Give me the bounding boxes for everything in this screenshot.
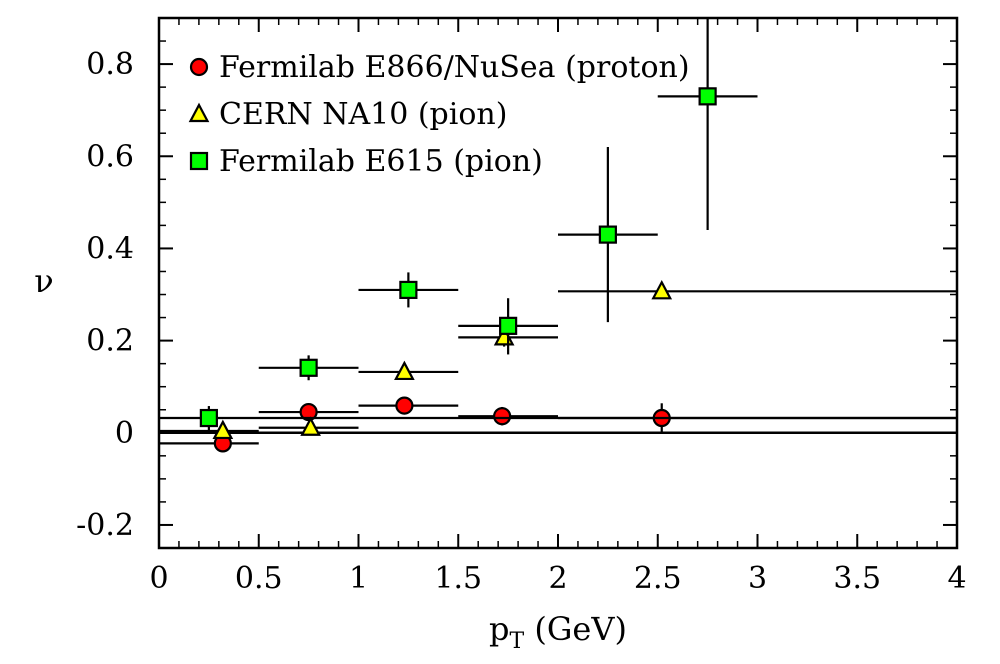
- data-point-circle: [493, 407, 512, 426]
- legend-marker-circle: [189, 57, 209, 77]
- legend-label: Fermilab E615 (pion): [219, 144, 543, 179]
- data-point-square: [299, 358, 318, 377]
- y-axis-title: ν: [34, 262, 53, 300]
- x-tick-label: 3.5: [833, 561, 881, 596]
- y-tick-label: 0.8: [86, 47, 134, 82]
- y-tick-label: -0.2: [76, 508, 134, 543]
- data-point-circle: [299, 402, 318, 422]
- y-tick-label: 0: [115, 416, 134, 451]
- x-tick-label: 2.5: [634, 561, 682, 596]
- data-point-square: [399, 280, 418, 300]
- x-tick-label: 3: [748, 561, 767, 596]
- x-tick-label: 1.5: [434, 561, 482, 596]
- series-circle: [159, 396, 957, 453]
- y-tick-label: 0.6: [86, 139, 134, 174]
- x-tick-label: 4: [947, 561, 966, 596]
- data-point-square: [499, 316, 518, 335]
- series-group: [159, 18, 957, 453]
- x-tick-label: 2: [548, 561, 567, 596]
- data-point-triangle: [651, 279, 673, 300]
- x-axis-title: pT (GeV): [489, 610, 627, 654]
- data-point-square: [698, 87, 717, 106]
- axis-ticks: 0 0.5 1 1.5 2 2.5 3 3.5 4 -0.2 0 0.2 0.4 0.6 0.8: [76, 17, 967, 596]
- x-tick-label: 0: [149, 561, 168, 596]
- y-tick-label: 0.2: [86, 324, 134, 359]
- legend-marker-triangle: [188, 102, 210, 123]
- data-point-square: [199, 408, 218, 428]
- legend-label: CERN NA10 (pion): [219, 97, 507, 132]
- x-tick-label: 0.5: [235, 561, 283, 596]
- legend-label: Fermilab E866/NuSea (proton): [219, 50, 690, 85]
- data-point-triangle: [300, 416, 321, 436]
- data-point-triangle: [394, 360, 415, 381]
- legend-marker-square: [189, 151, 209, 171]
- data-point-circle: [395, 396, 414, 415]
- data-layer: [159, 18, 957, 453]
- x-tick-label: 1: [349, 561, 368, 596]
- legend: Fermilab E866/NuSea (proton) CERN NA10 (p…: [188, 50, 690, 179]
- data-point-triangle: [212, 419, 234, 440]
- data-point-square: [598, 225, 617, 244]
- y-tick-label: 0.4: [86, 231, 134, 266]
- series-square: [159, 18, 957, 431]
- series-triangle: [159, 279, 957, 440]
